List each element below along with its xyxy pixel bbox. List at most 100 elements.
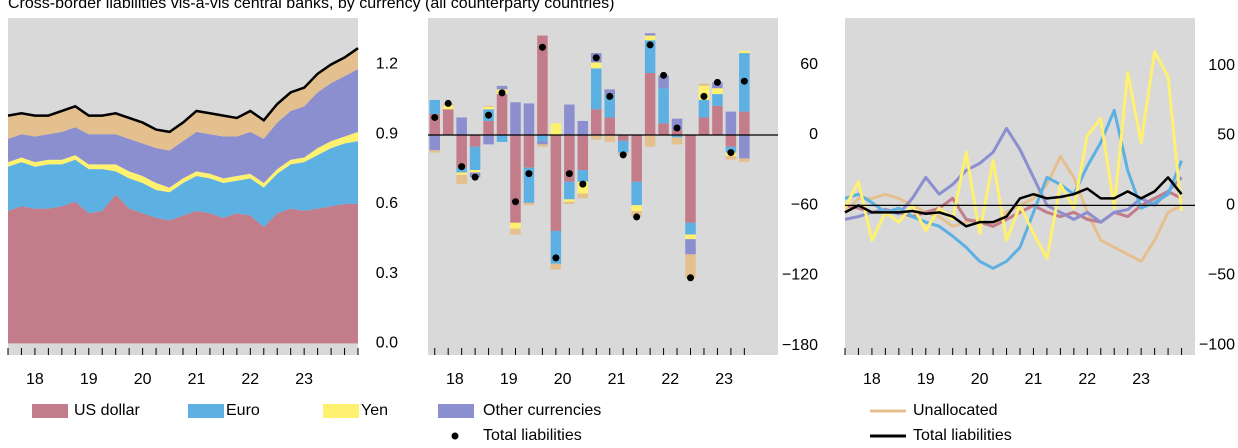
total-dot: [485, 111, 493, 119]
legend-label: Total liabilities: [483, 427, 582, 444]
x-tick-label: 21: [1025, 371, 1043, 388]
area: [8, 131, 358, 193]
total-dot: [444, 99, 452, 107]
bar: [698, 117, 710, 136]
bar: [456, 174, 467, 185]
bar: [591, 135, 602, 140]
bar: [537, 135, 548, 141]
x-tick-label: 22: [1078, 371, 1096, 388]
total-dot: [740, 77, 748, 85]
bar: [577, 120, 589, 136]
total-dot: [727, 149, 735, 157]
bar: [698, 85, 710, 100]
bar: [456, 172, 467, 175]
bar: [577, 181, 589, 194]
bar: [604, 89, 615, 95]
total-dot: [525, 170, 533, 178]
bar: [456, 167, 467, 173]
x-tick-label: 19: [80, 371, 98, 388]
bar: [644, 33, 656, 36]
bar: [739, 50, 750, 54]
bar: [510, 102, 521, 136]
total-dot: [606, 92, 614, 100]
bar: [739, 111, 750, 136]
bar: [550, 263, 562, 270]
x-tick-label: 19: [917, 371, 935, 388]
total-dot: [687, 274, 694, 282]
y-tick-label: −180: [782, 337, 818, 354]
y-tick-label: −100: [1199, 336, 1235, 353]
bar: [604, 94, 615, 118]
bar: [523, 202, 535, 206]
area: [8, 194, 358, 344]
x-tick-label: 20: [134, 371, 152, 388]
bar: [496, 85, 508, 90]
bar: [725, 111, 737, 136]
total-dot: [471, 173, 479, 181]
total-dot: [579, 180, 587, 188]
bar: [496, 135, 508, 143]
legend-swatch: [451, 432, 459, 440]
total-dot: [512, 198, 519, 206]
bar: [644, 35, 656, 41]
bar: [523, 103, 535, 136]
bar: [604, 135, 615, 143]
bar: [550, 135, 562, 231]
bar: [658, 75, 669, 89]
bar: [469, 146, 481, 171]
total-dot: [458, 163, 466, 171]
bar: [550, 123, 562, 136]
bar: [510, 222, 521, 229]
total-dot: [660, 71, 668, 79]
bar: [617, 135, 629, 141]
bar: [631, 181, 642, 206]
bar: [510, 228, 521, 235]
bar: [483, 135, 494, 145]
legend-label: Other currencies: [483, 402, 601, 419]
bar: [712, 105, 723, 136]
bar: [483, 120, 494, 136]
bar: [483, 105, 494, 107]
bar: [658, 123, 669, 136]
bar: [658, 88, 669, 124]
bar: [644, 40, 656, 73]
legend-label: Total liabilities: [913, 427, 1012, 444]
y-tick-label: 50: [1217, 127, 1235, 144]
bar: [685, 254, 696, 278]
bar: [429, 135, 440, 151]
bar: [564, 104, 575, 136]
bar: [523, 135, 535, 168]
bar: [739, 135, 750, 159]
bar: [685, 234, 696, 240]
x-tick-label: 20: [971, 371, 989, 388]
x-tick-label: 23: [295, 371, 313, 388]
x-tick-label: 23: [715, 371, 733, 388]
x-tick-label: 22: [661, 371, 679, 388]
bar: [712, 94, 723, 106]
bar: [644, 135, 656, 147]
total-dot: [713, 78, 721, 86]
plot-background: [428, 18, 778, 355]
bar: [577, 193, 589, 199]
x-tick-label: 18: [446, 371, 464, 388]
bar: [671, 135, 683, 138]
x-tick-label: 21: [188, 371, 206, 388]
bar: [591, 62, 602, 69]
y-tick-label: −50: [1208, 267, 1235, 284]
bar: [591, 109, 602, 136]
area: [8, 69, 358, 188]
y-tick-label: 0.6: [376, 195, 398, 212]
bar: [631, 135, 642, 182]
y-tick-label: 0: [809, 126, 818, 143]
bar: [469, 135, 481, 147]
x-tick-label: 20: [554, 371, 572, 388]
bar: [698, 99, 710, 118]
bar: [456, 117, 467, 136]
y-tick-label: 100: [1208, 57, 1235, 74]
bar: [537, 140, 548, 145]
total-dot: [565, 170, 573, 178]
bar: [483, 106, 494, 110]
total-dot: [552, 254, 560, 262]
y-tick-label: −60: [791, 196, 818, 213]
